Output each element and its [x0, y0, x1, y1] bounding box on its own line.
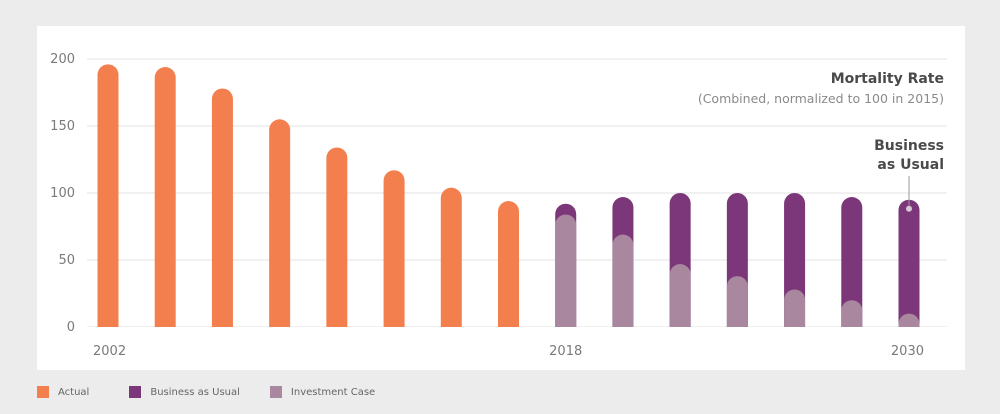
actual-bar [498, 201, 519, 339]
legend: Actual Business as Usual Investment Case [37, 386, 405, 398]
legend-label: Investment Case [290, 386, 376, 398]
legend-item: Actual [37, 386, 89, 398]
investment-case-bar [612, 234, 634, 339]
legend-item: Business as Usual [129, 386, 240, 398]
y-tick-label: 200 [50, 52, 75, 67]
investment-case-bar [555, 214, 577, 339]
actual-bar [269, 119, 291, 339]
y-tick-label: 100 [50, 186, 75, 201]
actual-bar [97, 64, 119, 340]
investment-case-bar [726, 276, 748, 339]
legend-label: Business as Usual [150, 386, 240, 398]
bar-layer [37, 64, 965, 370]
y-tick-label: 0 [67, 320, 75, 335]
business-as-usual-annotation: Business as Usual [874, 138, 944, 212]
investment-case-bar [669, 264, 691, 339]
chart-card: 0 50 100 150 200 2002 2018 2030 Mortality Rate … [37, 26, 965, 370]
y-tick-label: 150 [50, 119, 75, 134]
legend-swatch [269, 386, 282, 398]
legend-swatch [129, 386, 142, 398]
chart-subtitle: (Combined, normalized to 100 in 2015) [698, 91, 944, 106]
actual-bar [326, 147, 348, 339]
y-tick-label: 50 [58, 253, 75, 268]
legend-item: Investment Case [269, 386, 376, 398]
x-tick-label: 2002 [93, 344, 126, 359]
x-tick-label: 2030 [891, 344, 924, 359]
legend-swatch [37, 386, 49, 398]
legend-label: Actual [58, 386, 90, 398]
axis-labels: 0 50 100 150 200 2002 2018 2030 [50, 52, 924, 359]
actual-bar [383, 170, 405, 339]
baseline-mask [37, 327, 965, 370]
actual-bar [154, 67, 176, 339]
annotation-text: Business [874, 138, 944, 154]
chart-title: Mortality Rate [831, 71, 944, 87]
actual-bar [440, 187, 462, 339]
actual-bar [211, 88, 233, 339]
annotation-text: as Usual [877, 157, 944, 173]
annotation-dot [906, 205, 912, 212]
x-tick-label: 2018 [549, 344, 582, 359]
investment-case-bar [784, 289, 806, 339]
business-as-usual-bar [898, 199, 920, 339]
